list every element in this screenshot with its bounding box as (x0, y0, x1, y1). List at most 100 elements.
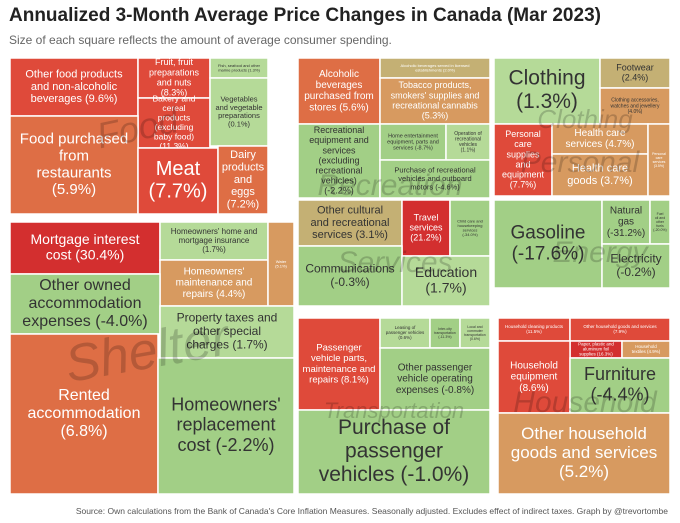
treemap-cell-property-taxes-and-other-special-charges-1-7 (159, 305, 295, 359)
treemap-cell-rented-accommodation-6-8 (9, 333, 159, 495)
treemap-cell-education-1-7 (401, 255, 491, 307)
treemap-cell-label: Travel services (21.2%) (409, 212, 443, 242)
treemap-cell-other-cultural-and-recreational-services-3-1 (297, 199, 403, 247)
treemap-cell-label: Household cleaning products (11.5%) (505, 324, 564, 334)
treemap-cell-label: Other passenger vehicle operating expenses… (396, 362, 474, 395)
treemap-cell-travel-services-21-2 (401, 199, 451, 257)
treemap-cell-communications-0-3 (297, 245, 403, 307)
treemap-cell-label: Personal care services (3.5%) (652, 152, 666, 168)
treemap-cell-label: Other food products and non-alcoholic beve… (25, 69, 123, 106)
treemap-cell-other-food-products-and-non-alcoholic-beverages-9-6 (9, 57, 139, 117)
treemap-cell-label: Food purchased from restaurants (5.9%) (20, 131, 128, 198)
treemap-cell-label: Household textiles (4.9%) (632, 344, 661, 354)
treemap-cell-label: Bakery and cereal products (excluding baby f… (153, 93, 196, 151)
treemap-cell-label: Local and commuter transportation (0.6%) (464, 325, 485, 341)
treemap-cell-label: Fuel oil and other fuels (-20.0%) (653, 212, 666, 232)
treemap-cell-other-household-goods-and-services-5-2 (497, 412, 671, 495)
treemap-cell-furniture-4-4 (569, 357, 671, 414)
group-label-clothing: Clothing (537, 104, 633, 134)
treemap-cell-health-care-goods-3-7 (551, 153, 649, 197)
treemap-cell-purchase-of-recreational-vehicles-and-outboard-motors-4-6 (379, 159, 491, 199)
group-label-transportation: Transportation (324, 398, 464, 423)
treemap-cell-label: Dairy products and eggs (7.2%) (222, 149, 265, 210)
treemap-cell-label: Mortgage interest cost (30.4%) (31, 231, 140, 263)
treemap-cell-label: Inter-city transportation (-11.3%) (434, 327, 455, 339)
treemap-cell-label: Fish, seafood and other marine products (… (218, 63, 261, 72)
treemap-cell-label: Other cultural and recreational services (… (311, 205, 390, 242)
treemap-cell-label: Household equipment (8.6%) (510, 360, 558, 393)
treemap-cell-label: Paper, plastic and aluminum foil supplies … (578, 342, 614, 357)
treemap-cell-mortgage-interest-cost-30-4 (9, 221, 161, 275)
treemap-cell-label: Other household goods and services (7.9%) (583, 324, 657, 334)
treemap-cell-recreational-equipment-and-services-excluding-recreational-vehicles-2-2 (297, 123, 381, 199)
treemap-cell-homeowners-replacement-cost-2-2 (157, 357, 295, 495)
source-note: Source: Own calculations from the Bank o… (75, 506, 668, 516)
treemap-cell-electricity-0-2 (601, 243, 671, 289)
treemap-cell-label: Clothing (1.3%) (508, 67, 585, 114)
treemap-cell-water-5-1 (267, 221, 295, 307)
treemap-cell-label: Alcoholic beverages served in licensed es… (401, 63, 470, 72)
treemap-cell-label: Leasing of passenger vehicles (0.6%) (386, 325, 425, 340)
treemap-cell-label: Homeowners' replacement cost (-2.2%) (171, 395, 280, 455)
treemap-cell-label: Recreational equipment and services (exclud… (309, 125, 369, 195)
treemap-cell-household-equipment-8-6 (497, 340, 571, 414)
treemap-cell-label: Health care services (4.7%) (566, 128, 635, 150)
treemap-cell-label: Footwear (2.4%) (616, 62, 654, 82)
treemap-cell-label: Alcoholic beverages purchased from stores (… (304, 69, 373, 114)
treemap-cell-label: Other household goods and services (5.2%) (511, 424, 657, 481)
treemap-cell-label: Purchase of passenger vehicles (-1.0%) (319, 416, 470, 486)
treemap-cell-label: Education (1.7%) (415, 264, 477, 296)
treemap-cell-personal-care-supplies-and-equipment-7-7 (493, 123, 553, 197)
treemap-cell-alcoholic-beverages-purchased-from-stores-5-6 (297, 57, 381, 125)
treemap-cell-leasing-of-passenger-vehicles-0-6 (379, 317, 431, 349)
chart-subtitle: Size of each square reflects the amount … (9, 33, 392, 47)
treemap-cell-label: Clothing accessories, watches and jewelle… (611, 98, 660, 115)
treemap-cell-label: Other owned accommodation expenses (-4.0%) (22, 277, 147, 330)
treemap-cell-label: Health care goods (3.7%) (567, 163, 632, 187)
group-label-personal: Personal (521, 146, 641, 179)
treemap-cell-passenger-vehicle-parts-maintenance-and-repairs-8-1 (297, 317, 381, 411)
treemap-cell-gasoline-17-6 (493, 199, 603, 289)
treemap-cell-label: Operation of recreational vehicles (1.1%) (454, 131, 482, 154)
treemap-cell-footwear-2-4 (599, 57, 671, 89)
treemap-cell-label: Homeowners' maintenance and repairs (4.4%) (176, 266, 253, 299)
treemap-cell-purchase-of-passenger-vehicles-1-0 (297, 409, 491, 495)
treemap-cell-label: Electricity (-0.2%) (610, 251, 661, 278)
treemap-cell-bakery-and-cereal-products-excluding-baby-food-11-3 (137, 97, 211, 149)
treemap-cell-label: Vegetables and vegetable preparations (0.1%… (215, 94, 262, 128)
treemap-cell-child-care-and-housekeeping-services-34-0 (449, 199, 491, 257)
treemap-cell-label: Fruit, fruit preparations and nuts (8.3%) (149, 57, 200, 97)
treemap-cell-label: Furniture (-4.4%) (584, 364, 656, 404)
treemap-cell-label: Meat (7.7%) (149, 158, 208, 202)
treemap-cell-operation-of-recreational-vehicles-1-1 (445, 123, 491, 161)
treemap-cell-label: Tobacco products, smokers' supplies and re… (391, 80, 480, 120)
treemap-cell-homeowners-maintenance-and-repairs-4-4 (159, 259, 269, 307)
treemap-cell-label: Child care and housekeeping services (-34.0… (457, 218, 483, 236)
treemap-cell-tobacco-products-smokers-supplies-and-recreational-cannabis-5-3 (379, 77, 491, 125)
treemap-cell-label: Water (5.1%) (275, 259, 287, 268)
treemap-cell-label: Passenger vehicle parts, maintenance and re… (303, 343, 376, 386)
treemap-cell-label: Communications (-0.3%) (305, 261, 394, 288)
treemap-cell-dairy-products-and-eggs-7-2 (217, 145, 269, 215)
treemap-cell-label: Home entertainment equipment, parts and se… (387, 133, 439, 151)
treemap-cell-personal-care-services-3-5 (647, 123, 671, 197)
treemap-cell-other-owned-accommodation-expenses-4-0 (9, 273, 161, 335)
treemap-cell-vegetables-and-vegetable-preparations-0-1 (209, 77, 269, 147)
group-label-services: Services (337, 246, 452, 279)
group-label-household: Household (513, 386, 658, 419)
treemap-cell-label: Gasoline (-17.6%) (511, 222, 586, 264)
group-label-recreation: Recreation (317, 169, 462, 202)
treemap-cell-food-purchased-from-restaurants-5-9 (9, 115, 139, 215)
treemap-cell-label: Homeowners' home and mortgage insurance (1… (171, 227, 257, 254)
group-label-energy: Energy (552, 236, 649, 269)
treemap-cell-label: Purchase of recreational vehicles and out… (394, 166, 476, 192)
treemap-cell-home-entertainment-equipment-parts-and-services-8-7 (379, 123, 447, 161)
treemap-cell-other-passenger-vehicle-operating-expenses-0-8 (379, 347, 491, 411)
treemap-cell-label: Personal care supplies and equipment (7.7%) (502, 129, 545, 189)
treemap-cell-meat-7-7 (137, 147, 219, 215)
treemap-cell-label: Natural gas (-31.2%) (607, 205, 645, 238)
chart-title: Annualized 3-Month Average Price Changes… (9, 5, 601, 26)
treemap-cell-label: Property taxes and other special charges (… (177, 311, 278, 352)
treemap-cell-clothing-1-3 (493, 57, 601, 125)
